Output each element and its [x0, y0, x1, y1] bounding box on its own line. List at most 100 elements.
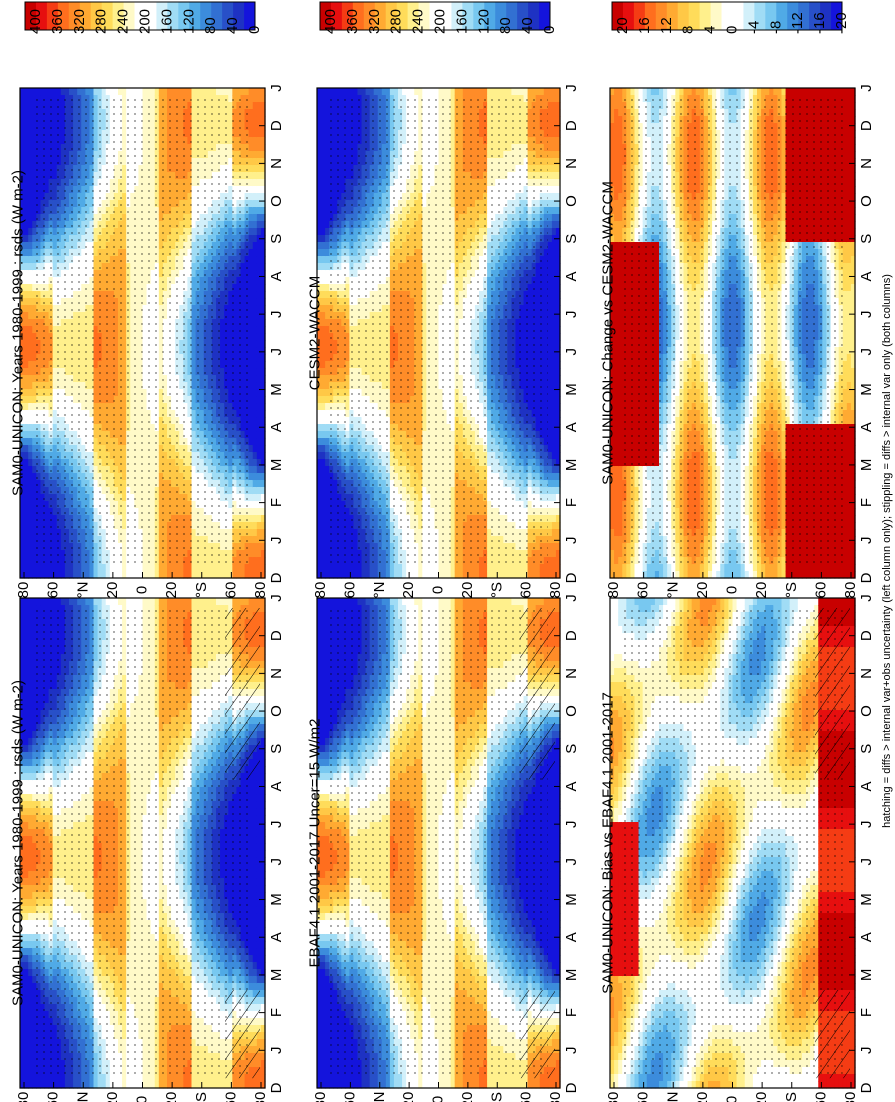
heat-cell — [28, 822, 33, 830]
heat-cell — [20, 1060, 25, 1068]
heat-cell — [20, 1039, 25, 1047]
heat-cell — [28, 878, 33, 886]
heat-cell — [28, 843, 33, 851]
heat-cell — [65, 598, 70, 606]
heat-cell — [20, 1074, 25, 1082]
heat-cell — [28, 612, 33, 620]
heat-cell — [20, 647, 25, 655]
heat-cell — [24, 612, 29, 620]
heat-cell — [28, 773, 33, 781]
heat-cell — [28, 1053, 33, 1061]
heat-cell — [28, 983, 33, 991]
heat-cell — [28, 654, 33, 662]
heat-cell — [28, 661, 33, 669]
heat-cell — [24, 1074, 29, 1082]
heat-cell — [28, 1025, 33, 1033]
heat-cell — [126, 598, 131, 606]
heat-cell — [28, 920, 33, 928]
heat-cell — [24, 668, 29, 676]
heat-cell — [24, 647, 29, 655]
heat-cell — [28, 668, 33, 676]
heat-cell — [20, 1053, 25, 1061]
heat-cell — [28, 738, 33, 746]
heat-cell — [122, 598, 127, 606]
heat-cell — [28, 934, 33, 942]
heat-cell — [28, 752, 33, 760]
heat-cell — [20, 1067, 25, 1075]
heat-cell — [28, 948, 33, 956]
heat-cell — [24, 633, 29, 641]
heat-cell — [24, 654, 29, 662]
heat-cell — [28, 787, 33, 795]
heat-cell — [28, 808, 33, 816]
heat-cell — [20, 668, 25, 676]
heat-cell — [28, 647, 33, 655]
heat-cell — [28, 997, 33, 1005]
heat-cell — [28, 710, 33, 718]
heat-cell — [20, 1018, 25, 1026]
heat-cell — [28, 913, 33, 921]
heat-cell — [28, 1067, 33, 1075]
heat-cell — [20, 1025, 25, 1033]
heat-cell — [28, 892, 33, 900]
heat-cell — [28, 976, 33, 984]
heat-cell — [28, 689, 33, 697]
heat-cell — [20, 654, 25, 662]
heat-cell — [28, 1046, 33, 1054]
heat-cell — [28, 605, 33, 613]
heat-cell — [28, 815, 33, 823]
figure: 80 60 °N 20 0 20 °S 60 80DJFMAMJJASONDJSAM0-UNIC… — [0, 0, 895, 1102]
heat-cell — [24, 1018, 29, 1026]
heat-cell — [24, 605, 29, 613]
heat-cell — [28, 962, 33, 970]
heat-cell — [20, 619, 25, 627]
heat-cell — [24, 626, 29, 634]
heat-cell — [28, 1032, 33, 1040]
heat-cell — [20, 640, 25, 648]
heat-cell — [24, 1060, 29, 1068]
heat-cell — [28, 857, 33, 865]
heat-cell — [28, 766, 33, 774]
heat-cell — [20, 633, 25, 641]
heat-cell — [28, 801, 33, 809]
heat-cell — [20, 612, 25, 620]
heat-cell — [28, 1074, 33, 1082]
panels: 80 60 °N 20 0 20 °S 60 80DJFMAMJJASONDJSAM0-UNIC… — [9, 2, 875, 1102]
heat-cell — [28, 941, 33, 949]
heat-cell — [36, 598, 41, 606]
heat-cell — [28, 759, 33, 767]
heat-cell — [28, 829, 33, 837]
heat-cell — [28, 871, 33, 879]
heat-cell — [32, 598, 37, 606]
heat-cell — [28, 969, 33, 977]
heat-cell — [28, 703, 33, 711]
heat-cell — [28, 682, 33, 690]
heat-cell — [28, 717, 33, 725]
heat-cell — [20, 605, 25, 613]
heat-cell — [24, 640, 29, 648]
heat-cell — [28, 619, 33, 627]
heat-cell — [28, 990, 33, 998]
heat-cell — [24, 661, 29, 669]
heat-cell — [20, 1011, 25, 1019]
heat-cell — [28, 1060, 33, 1068]
heat-cell — [28, 794, 33, 802]
heat-cell — [28, 864, 33, 872]
heat-cell — [28, 885, 33, 893]
heat-cell — [28, 906, 33, 914]
heat-cell — [94, 598, 99, 606]
heat-cell — [24, 1025, 29, 1033]
heat-cell — [28, 696, 33, 704]
heat-cell — [28, 1004, 33, 1012]
heat-cell — [20, 1032, 25, 1040]
heat-cell — [28, 1011, 33, 1019]
heat-cell — [28, 955, 33, 963]
heat-cell — [20, 1046, 25, 1054]
heat-cell — [20, 661, 25, 669]
heat-cell — [24, 1067, 29, 1075]
heat-cell — [28, 640, 33, 648]
heat-cell — [24, 1046, 29, 1054]
heat-cell — [24, 1032, 29, 1040]
heat-cell — [28, 780, 33, 788]
heat-cell — [28, 850, 33, 858]
